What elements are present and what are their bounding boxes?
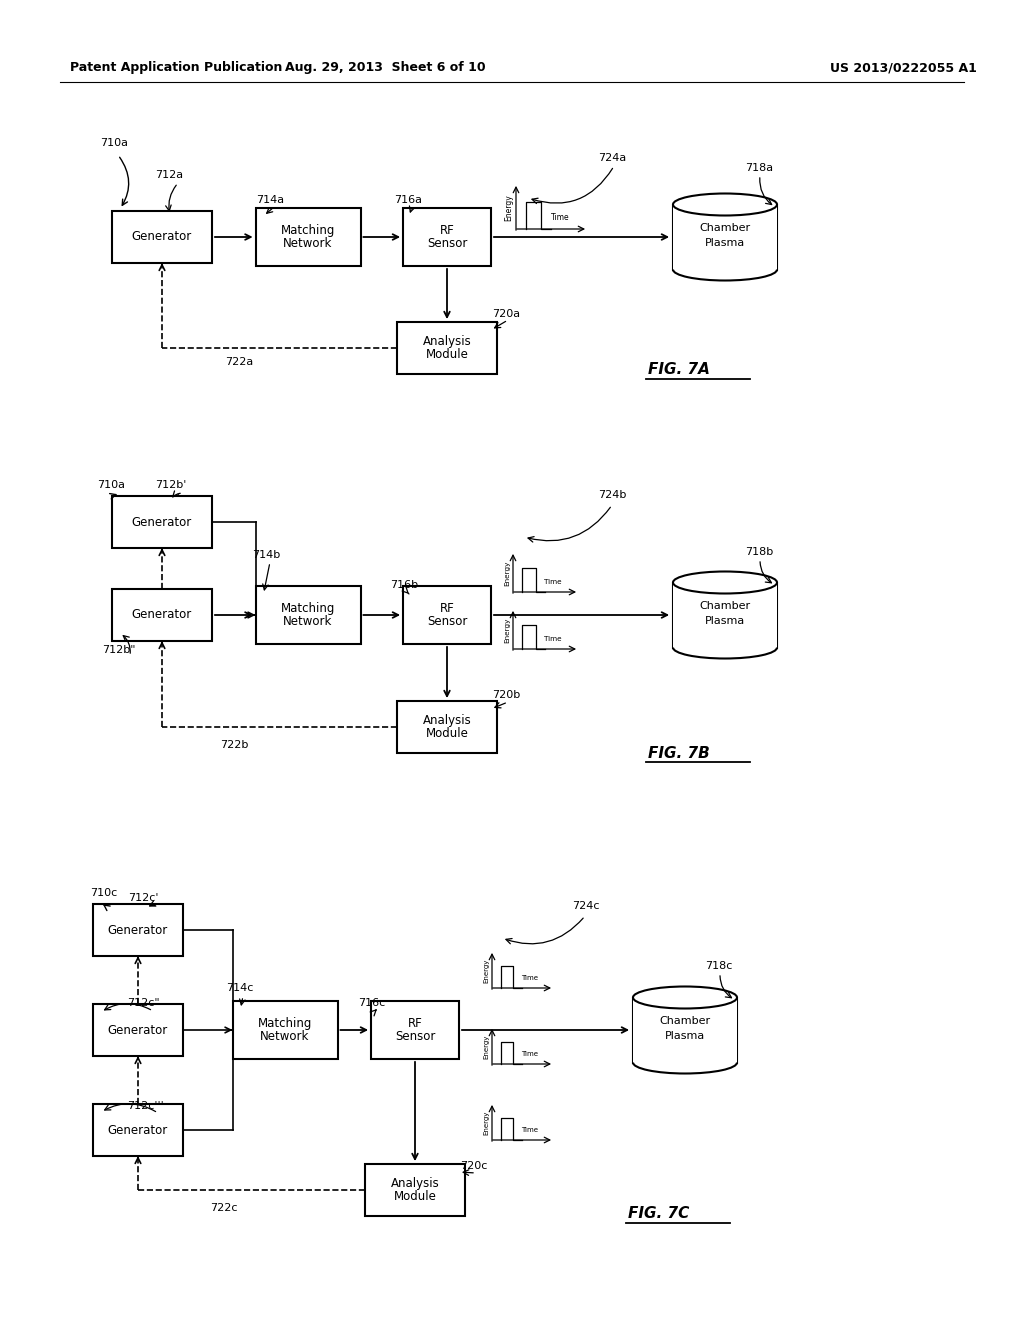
Text: Network: Network [260, 1030, 309, 1043]
Text: Time: Time [545, 636, 562, 642]
Text: Time: Time [551, 213, 569, 222]
Text: 724c: 724c [572, 902, 599, 911]
Text: Generator: Generator [108, 924, 168, 936]
Text: Sensor: Sensor [395, 1030, 435, 1043]
Text: 714c: 714c [226, 983, 253, 993]
Text: Patent Application Publication: Patent Application Publication [70, 62, 283, 74]
Text: FIG. 7C: FIG. 7C [628, 1206, 689, 1221]
Bar [403, 209, 490, 267]
Bar [397, 322, 497, 374]
Text: RF: RF [408, 1016, 422, 1030]
Text: 718a: 718a [745, 162, 773, 173]
Text: 716b: 716b [390, 579, 418, 590]
Ellipse shape [633, 986, 737, 1008]
Bar [633, 998, 737, 1063]
Text: 714b: 714b [252, 550, 281, 560]
Text: Generator: Generator [132, 516, 193, 528]
Text: 716c: 716c [358, 998, 385, 1008]
Text: Energy: Energy [504, 194, 513, 222]
Text: 712a: 712a [155, 170, 183, 180]
Text: 712c''': 712c''' [127, 1101, 164, 1111]
Bar [232, 1001, 338, 1059]
Text: 720a: 720a [492, 309, 520, 319]
Bar [93, 1104, 183, 1156]
Text: 712b': 712b' [155, 480, 186, 490]
Text: 712c': 712c' [128, 894, 159, 903]
Text: Module: Module [393, 1191, 436, 1203]
Bar [371, 1001, 459, 1059]
Text: Analysis: Analysis [423, 335, 471, 348]
Bar [403, 586, 490, 644]
Text: Time: Time [545, 579, 562, 585]
Text: Network: Network [284, 238, 333, 249]
Text: 718c: 718c [705, 961, 732, 972]
Text: FIG. 7B: FIG. 7B [648, 746, 710, 760]
Text: Matching: Matching [281, 224, 335, 238]
Text: US 2013/0222055 A1: US 2013/0222055 A1 [830, 62, 977, 74]
Text: Matching: Matching [258, 1016, 312, 1030]
Text: Energy: Energy [483, 1035, 489, 1059]
Text: Generator: Generator [132, 609, 193, 622]
Text: Analysis: Analysis [423, 714, 471, 727]
Text: Chamber: Chamber [659, 1016, 711, 1026]
Text: Generator: Generator [108, 1123, 168, 1137]
Text: 722a: 722a [225, 356, 253, 367]
Bar [256, 586, 360, 644]
Text: 724b: 724b [598, 490, 627, 500]
Text: Network: Network [284, 615, 333, 628]
Text: Analysis: Analysis [390, 1177, 439, 1191]
Text: Plasma: Plasma [665, 1031, 706, 1041]
Text: Sensor: Sensor [427, 238, 467, 249]
Bar [673, 205, 777, 269]
Bar [365, 1164, 465, 1216]
Ellipse shape [673, 572, 777, 594]
Text: FIG. 7A: FIG. 7A [648, 363, 710, 378]
Text: 710a: 710a [100, 139, 128, 148]
Text: Generator: Generator [108, 1023, 168, 1036]
Bar [112, 589, 212, 642]
Text: 710a: 710a [97, 480, 125, 490]
Text: 714a: 714a [256, 195, 284, 205]
Bar [397, 701, 497, 752]
Text: 722c: 722c [210, 1203, 238, 1213]
Text: RF: RF [439, 602, 455, 615]
Text: 716a: 716a [394, 195, 422, 205]
Text: 712c": 712c" [127, 998, 160, 1008]
Text: Generator: Generator [132, 231, 193, 243]
Text: Energy: Energy [483, 958, 489, 983]
Text: Time: Time [521, 1127, 539, 1133]
Text: 720b: 720b [492, 690, 520, 700]
Text: 718b: 718b [745, 546, 773, 557]
Text: Aug. 29, 2013  Sheet 6 of 10: Aug. 29, 2013 Sheet 6 of 10 [285, 62, 485, 74]
Ellipse shape [673, 194, 777, 215]
Text: Sensor: Sensor [427, 615, 467, 628]
Bar [112, 211, 212, 263]
Bar [673, 582, 777, 648]
Text: Time: Time [521, 1051, 539, 1057]
Text: Chamber: Chamber [699, 223, 751, 234]
Text: Time: Time [521, 975, 539, 981]
Bar [93, 1005, 183, 1056]
Text: 712b": 712b" [102, 645, 135, 655]
Text: Plasma: Plasma [705, 238, 745, 248]
Text: Module: Module [426, 348, 468, 360]
Text: Module: Module [426, 727, 468, 741]
Text: Energy: Energy [504, 561, 510, 586]
Text: Plasma: Plasma [705, 616, 745, 626]
Text: Matching: Matching [281, 602, 335, 615]
Text: Chamber: Chamber [699, 601, 751, 611]
Bar [256, 209, 360, 267]
Text: 722b: 722b [220, 741, 249, 750]
Text: Energy: Energy [504, 618, 510, 643]
Bar [93, 904, 183, 956]
Text: 720c: 720c [460, 1162, 487, 1171]
Bar [112, 496, 212, 548]
Text: Energy: Energy [483, 1111, 489, 1135]
Text: 710c: 710c [90, 888, 118, 898]
Text: 724a: 724a [598, 153, 627, 162]
Text: RF: RF [439, 224, 455, 238]
